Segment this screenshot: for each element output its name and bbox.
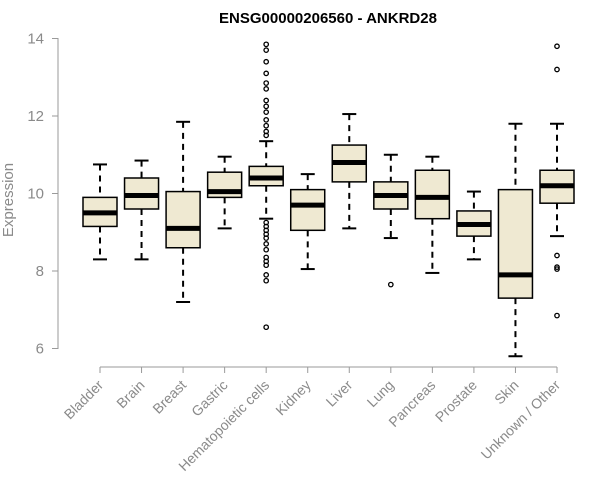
x-tick-label: Prostate xyxy=(432,377,480,425)
outlier-point xyxy=(263,117,270,123)
y-tick-label: 8 xyxy=(36,263,44,280)
iqr-box xyxy=(497,188,534,299)
box-group xyxy=(414,155,451,274)
x-tick-label: Lung xyxy=(364,377,397,410)
x-tick-label: Brain xyxy=(113,377,147,411)
outlier-point xyxy=(263,70,270,77)
x-tick-label: Liver xyxy=(323,377,356,410)
box-series xyxy=(82,41,575,358)
outlier-point xyxy=(263,272,270,278)
outlier-point xyxy=(263,41,270,48)
box-group xyxy=(456,190,492,261)
outlier-point xyxy=(263,277,270,284)
box-group xyxy=(539,43,575,319)
outlier-point xyxy=(263,103,270,110)
x-tick-label: Unknown / Other xyxy=(478,377,564,463)
outlier-point xyxy=(554,43,560,50)
y-tick-label: 6 xyxy=(36,341,44,358)
x-tick-label: Kidney xyxy=(272,377,314,419)
y-tick-label: 10 xyxy=(27,186,44,203)
box-group xyxy=(248,41,284,331)
y-tick-label: 12 xyxy=(27,108,44,125)
box-group xyxy=(373,153,409,288)
outlier-point xyxy=(263,97,270,104)
outlier-point xyxy=(263,58,270,65)
iqr-box xyxy=(289,188,326,232)
box-group xyxy=(331,113,368,230)
outlier-point xyxy=(263,132,270,139)
x-tick-label: Breast xyxy=(149,377,189,417)
outlier-point xyxy=(263,86,270,92)
outlier-point xyxy=(263,262,270,269)
outlier-point xyxy=(554,66,560,73)
outlier-point xyxy=(263,235,270,241)
box-group xyxy=(82,163,118,261)
x-tick-label: Skin xyxy=(491,377,522,408)
y-axis-ticks: 6 8 10 12 14 xyxy=(27,31,58,358)
outlier-point xyxy=(387,281,394,288)
outlier-point xyxy=(263,47,270,53)
x-tick-label: Bladder xyxy=(61,377,107,423)
outlier-point xyxy=(263,246,270,253)
box-group xyxy=(289,173,326,271)
outlier-point xyxy=(554,266,560,272)
outlier-point xyxy=(554,264,560,270)
outlier-point xyxy=(263,241,270,247)
box-group xyxy=(165,120,201,303)
outlier-point xyxy=(263,324,270,331)
iqr-box xyxy=(414,169,451,220)
box-group xyxy=(123,159,160,261)
outlier-point xyxy=(554,312,560,319)
outlier-point xyxy=(554,252,560,259)
outlier-point xyxy=(263,109,270,115)
outlier-point xyxy=(263,122,270,129)
y-axis-label: Expression xyxy=(0,163,17,237)
outlier-point xyxy=(263,80,270,86)
y-tick-label: 14 xyxy=(27,31,44,48)
box-group xyxy=(206,155,243,230)
chart-title: ENSG00000206560 - ANKRD28 xyxy=(219,10,437,27)
box-group xyxy=(497,122,534,358)
iqr-box xyxy=(165,190,201,249)
